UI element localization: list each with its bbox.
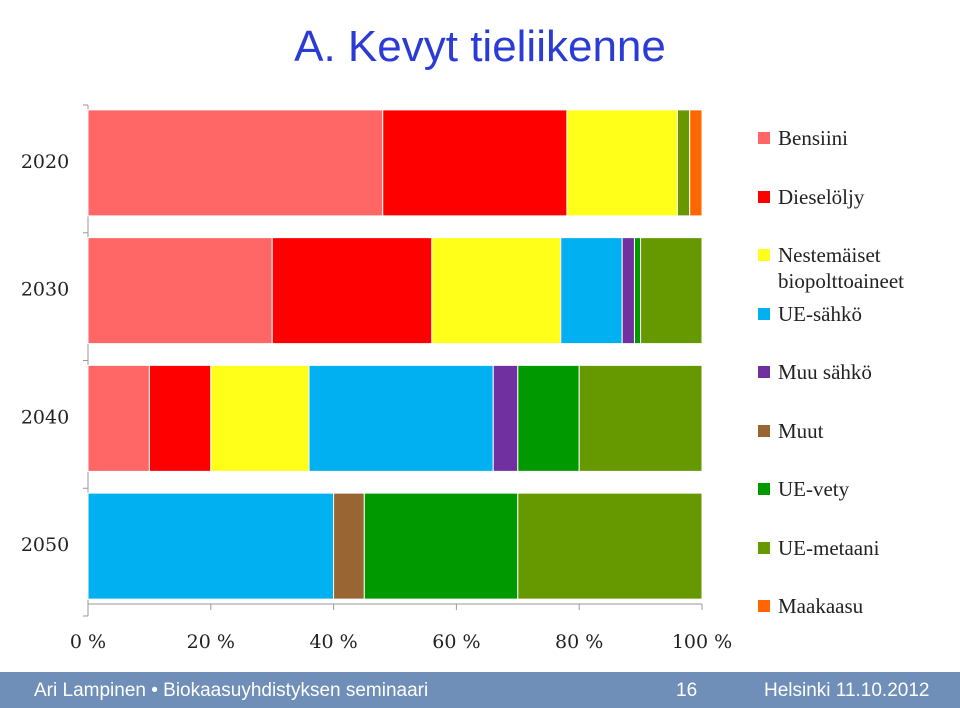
x-tick-label: 60 %	[432, 631, 480, 653]
legend-swatch	[758, 483, 770, 495]
bar-segment	[87, 109, 384, 217]
bar-segment	[210, 364, 310, 472]
legend-item: UE-sähkö	[758, 301, 938, 327]
slide-title: A. Kevyt tieliikenne	[294, 22, 666, 71]
bar-segment	[578, 364, 703, 472]
bar-segment	[689, 109, 703, 217]
legend-label: Bensiini	[778, 126, 849, 150]
bar-segment	[431, 237, 562, 345]
legend-item: Dieselöljy	[758, 184, 938, 210]
bar-segment	[87, 364, 150, 472]
legend-item: Maakaasu	[758, 593, 938, 619]
bar-segment	[333, 492, 365, 600]
bar-segment	[517, 492, 703, 600]
legend-item: UE-metaani	[758, 535, 938, 561]
legend-swatch	[758, 600, 770, 612]
legend-label: Muu sähkö	[778, 360, 872, 384]
legend-label: Nestemäiset biopolttoaineet	[778, 243, 904, 293]
legend-item: Nestemäiset biopolttoaineet	[758, 242, 938, 294]
chart: 0 % 20 % 40 % 60 % 80 % 100 % 2020 2030 2040 2050	[21, 104, 732, 653]
bar-segment	[517, 364, 580, 472]
legend-swatch	[758, 366, 770, 378]
x-tick-label: 100 %	[672, 631, 732, 653]
footer-left: Ari Lampinen • Biokaasuyhdistyksen semin…	[34, 680, 429, 701]
x-tick-label: 0 %	[70, 631, 106, 653]
bar-segment	[363, 492, 519, 600]
bar-segment	[308, 364, 494, 472]
footer-right: Helsinki 11.10.2012	[764, 680, 930, 701]
y-tick-label: 2040	[21, 406, 69, 428]
x-tick-label: 40 %	[309, 631, 357, 653]
bar-segment	[271, 237, 433, 345]
y-tick-label: 2030	[21, 279, 69, 301]
legend-swatch	[758, 190, 770, 203]
footer: Ari Lampinen • Biokaasuyhdistyksen semin…	[0, 672, 960, 708]
bar-segment	[640, 237, 703, 345]
legend-item: UE-vety	[758, 476, 938, 502]
legend-item: Bensiini	[758, 125, 938, 151]
legend-label: UE-sähkö	[778, 301, 862, 326]
y-tick-label: 2020	[21, 151, 69, 173]
bar-segment	[621, 237, 635, 345]
bar-segment	[87, 237, 273, 345]
bar-segment	[492, 364, 519, 472]
bar-segment	[87, 492, 335, 600]
legend-swatch	[758, 132, 770, 144]
bar-segment	[382, 109, 568, 217]
legend-label: Dieselöljy	[778, 184, 865, 209]
bar-segment	[676, 109, 691, 217]
legend-label: Maakaasu	[778, 594, 864, 618]
bar-segment	[566, 109, 678, 217]
y-tick-label: 2050	[21, 534, 69, 556]
legend-label: UE-vety	[778, 477, 850, 501]
legend-swatch	[758, 249, 770, 261]
x-tick-label: 80 %	[555, 631, 603, 653]
legend-swatch	[758, 541, 770, 554]
legend-label: UE-metaani	[778, 535, 880, 560]
bar-segment	[148, 364, 212, 472]
legend-label: Muut	[778, 418, 824, 443]
page-number: 16	[676, 680, 698, 701]
bar-segment	[560, 237, 623, 345]
legend-item: Muu sähkö	[758, 359, 938, 385]
bar-segment	[633, 237, 642, 345]
legend-swatch	[758, 424, 770, 437]
legend-item: Muut	[758, 418, 938, 444]
legend-swatch	[758, 307, 770, 320]
x-tick-label: 20 %	[187, 631, 235, 653]
